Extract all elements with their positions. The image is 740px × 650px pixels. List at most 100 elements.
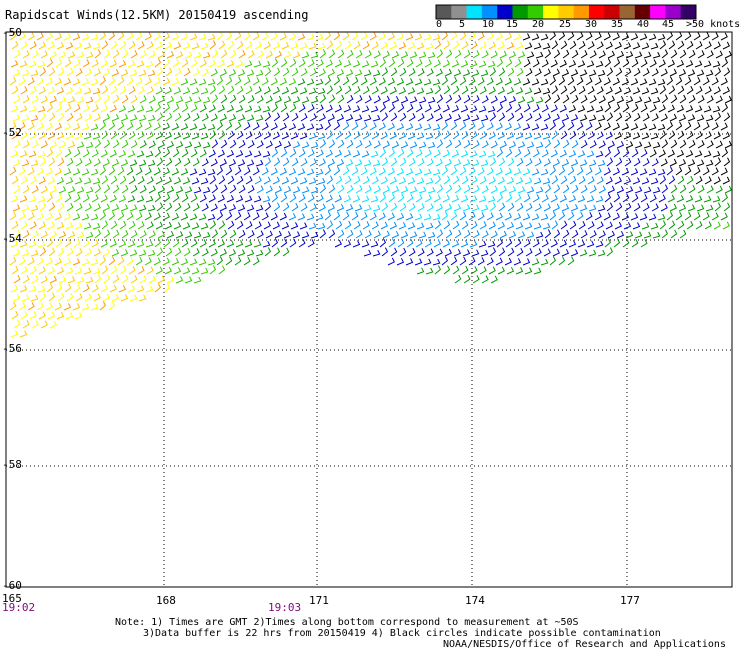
- wind-barb: [253, 150, 262, 158]
- wind-barb: [144, 257, 152, 266]
- wind-barb: [576, 211, 584, 221]
- wind-barb: [253, 240, 262, 248]
- wind-barb: [650, 222, 659, 230]
- wind-barb: [481, 140, 489, 149]
- wind-barb: [325, 149, 333, 158]
- wind-barb: [49, 185, 57, 194]
- wind-barb: [309, 68, 317, 77]
- wind-barb: [560, 130, 568, 140]
- wind-barb: [624, 112, 632, 122]
- wind-barb: [137, 266, 145, 275]
- wind-barb: [453, 249, 462, 257]
- wind-barb: [398, 132, 407, 140]
- wind-barb: [274, 140, 282, 149]
- wind-barb: [696, 69, 705, 77]
- wind-barb: [282, 202, 290, 212]
- wind-barb: [281, 41, 290, 50]
- wind-barb: [144, 212, 152, 221]
- wind-barb: [334, 194, 342, 203]
- wind-barb: [12, 249, 21, 257]
- wind-barb: [450, 256, 458, 266]
- wind-barb: [145, 240, 154, 248]
- wind-barb: [489, 157, 497, 167]
- wind-barb: [549, 211, 557, 221]
- wind-barb: [360, 32, 368, 41]
- wind-barb: [164, 41, 172, 50]
- wind-barb: [21, 159, 30, 167]
- wind-barb: [19, 195, 28, 203]
- wind-barb: [184, 231, 193, 239]
- wind-barb: [90, 78, 99, 86]
- wind-barb: [443, 220, 451, 230]
- wind-barb: [328, 139, 336, 149]
- wind-barb: [55, 58, 63, 68]
- wind-barb: [588, 114, 597, 122]
- wind-barb: [271, 58, 279, 68]
- wind-barb: [334, 149, 342, 158]
- wind-barb: [387, 212, 395, 221]
- wind-barb: [435, 68, 443, 77]
- wind-barb: [83, 177, 92, 185]
- wind-barb: [541, 149, 549, 158]
- wind-barb: [588, 69, 597, 77]
- wind-barb: [82, 149, 90, 158]
- wind-barb: [208, 239, 216, 248]
- wind-barb: [381, 202, 389, 212]
- wind-barb: [560, 85, 568, 95]
- wind-barb: [228, 204, 237, 212]
- wind-barb: [552, 248, 560, 257]
- wind-barb: [100, 104, 108, 113]
- wind-barb: [101, 40, 109, 50]
- wind-barb: [99, 76, 107, 86]
- wind-barb: [477, 32, 485, 41]
- wind-barb: [183, 202, 191, 212]
- wind-barb: [652, 186, 661, 194]
- wind-barb: [442, 194, 450, 203]
- wind-barb: [634, 141, 643, 149]
- wind-barb: [657, 168, 666, 176]
- wind-barb: [20, 86, 28, 95]
- wind-barb: [675, 166, 683, 176]
- wind-barb: [247, 50, 255, 59]
- wind-barb: [207, 258, 216, 266]
- wind-barb: [639, 213, 648, 221]
- wind-barb: [424, 149, 432, 158]
- wind-barb: [225, 256, 233, 266]
- wind-barb: [263, 221, 271, 230]
- wind-barb: [432, 258, 441, 266]
- wind-barb: [184, 276, 193, 284]
- wind-barb: [427, 96, 436, 104]
- wind-barb: [643, 231, 652, 239]
- wind-barb: [57, 247, 65, 257]
- wind-barb: [218, 40, 226, 50]
- wind-barb: [101, 220, 109, 230]
- wind-barb: [523, 58, 531, 68]
- wind-barb: [704, 41, 712, 50]
- colorbar-label: 0: [436, 19, 443, 30]
- wind-barb: [57, 67, 65, 77]
- wind-barb: [218, 130, 226, 140]
- wind-barb: [615, 67, 623, 77]
- wind-barb: [526, 141, 535, 149]
- wind-barb: [714, 67, 722, 77]
- wind-barb: [263, 41, 271, 50]
- wind-barb: [480, 69, 489, 77]
- wind-barb: [416, 87, 425, 95]
- wind-barb: [633, 112, 641, 122]
- wind-barb: [180, 213, 189, 221]
- wind-barb: [390, 202, 398, 212]
- wind-barb: [705, 114, 714, 122]
- wind-barb: [180, 33, 189, 41]
- wind-barb: [432, 33, 441, 41]
- wind-barb: [362, 221, 370, 230]
- colorbar-swatch: [650, 5, 666, 19]
- wind-barb: [270, 32, 278, 41]
- wind-barb: [55, 148, 63, 158]
- wind-barb: [37, 195, 46, 203]
- wind-barb: [121, 49, 129, 59]
- wind-barb: [145, 195, 154, 203]
- wind-barb: [588, 249, 597, 257]
- wind-barb: [144, 77, 152, 86]
- wind-barb: [207, 33, 216, 41]
- wind-barb: [598, 230, 606, 239]
